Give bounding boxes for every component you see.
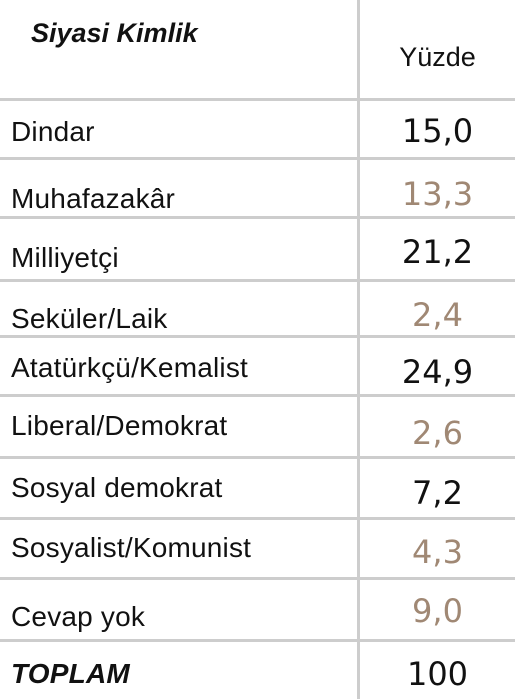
table-row: Liberal/Demokrat 2,6 bbox=[0, 397, 515, 459]
row-label: Cevap yok bbox=[11, 601, 146, 632]
header-percent-label: Yüzde bbox=[399, 42, 476, 72]
row-value: 4,3 bbox=[412, 533, 463, 571]
header-identity-label: Siyasi Kimlik bbox=[31, 18, 198, 48]
row-label: Atatürkçü/Kemalist bbox=[11, 352, 249, 383]
row-value: 13,3 bbox=[401, 175, 474, 213]
row-label: Dindar bbox=[11, 116, 95, 147]
table-row: Cevap yok 9,0 bbox=[0, 580, 515, 642]
row-value: 15,0 bbox=[401, 112, 474, 150]
row-label: Milliyetçi bbox=[11, 242, 119, 273]
table-row: Sosyal demokrat 7,2 bbox=[0, 459, 515, 520]
total-value: 100 bbox=[406, 655, 469, 693]
table-row: Sosyalist/Komunist 4,3 bbox=[0, 520, 515, 580]
table-row: Muhafazakâr 13,3 bbox=[0, 160, 515, 219]
row-value: 24,9 bbox=[401, 353, 474, 391]
column-divider bbox=[357, 0, 360, 699]
row-label: Sosyal demokrat bbox=[11, 472, 223, 503]
table-row: Atatürkçü/Kemalist 24,9 bbox=[0, 338, 515, 397]
total-label: TOPLAM bbox=[11, 658, 130, 689]
row-label: Sosyalist/Komunist bbox=[11, 532, 252, 563]
table-header: Siyasi Kimlik Yüzde bbox=[0, 0, 515, 101]
row-value: 2,6 bbox=[412, 414, 463, 452]
row-label: Seküler/Laik bbox=[11, 303, 168, 334]
table-row: Seküler/Laik 2,4 bbox=[0, 282, 515, 338]
table-row: Milliyetçi 21,2 bbox=[0, 219, 515, 282]
row-value: 2,4 bbox=[412, 296, 463, 334]
row-value: 9,0 bbox=[412, 592, 463, 630]
row-value: 7,2 bbox=[412, 474, 463, 512]
table-row-total: TOPLAM 100 bbox=[0, 642, 515, 699]
row-label: Muhafazakâr bbox=[11, 183, 176, 214]
table-row: Dindar 15,0 bbox=[0, 101, 515, 160]
row-value: 21,2 bbox=[401, 233, 474, 271]
row-label: Liberal/Demokrat bbox=[11, 410, 228, 441]
